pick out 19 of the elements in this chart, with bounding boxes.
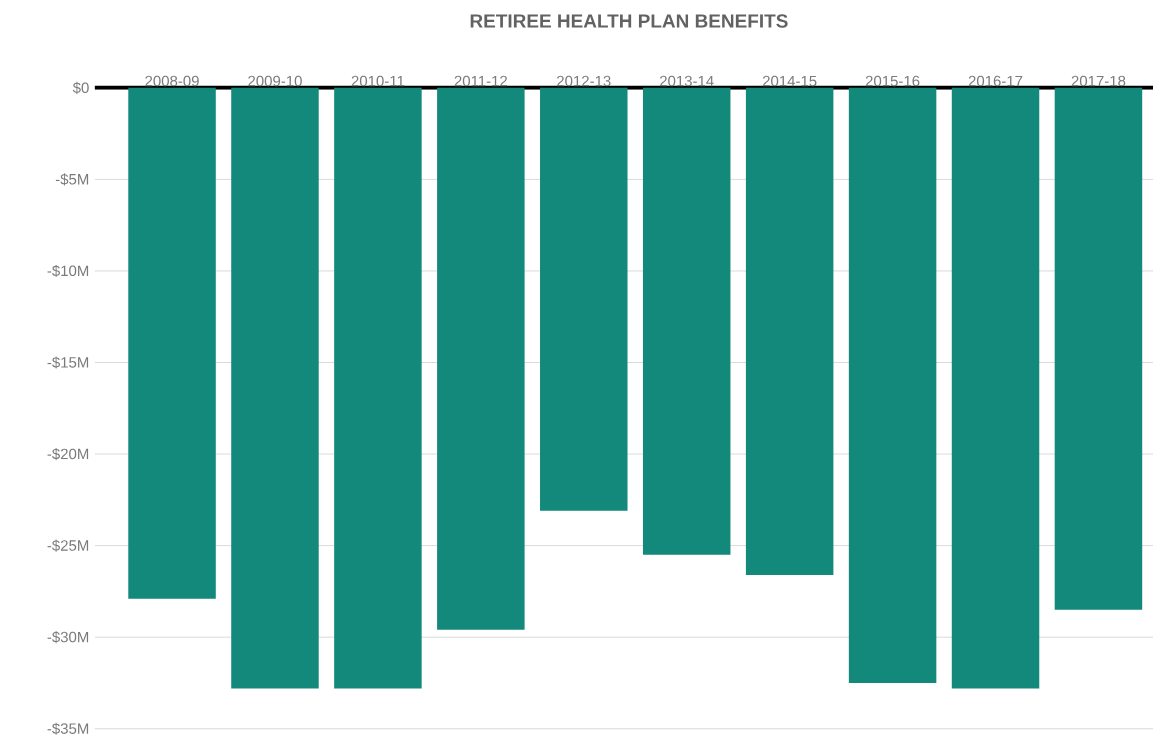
x-tick-label: 2011-12 — [454, 75, 508, 87]
x-tick-label: 2010-11 — [351, 75, 405, 87]
x-tick-label: 2012-13 — [557, 75, 611, 87]
x-tick-label: 2017-18 — [1071, 75, 1126, 87]
x-tick-label: 2013-14 — [659, 75, 714, 87]
y-tick-label: -$35M — [47, 722, 89, 735]
y-tick-label: -$20M — [47, 448, 89, 461]
y-tick-label: -$15M — [47, 356, 89, 369]
chart-title: RETIREE HEALTH PLAN BENEFITS — [470, 14, 788, 28]
x-tick-label: 2015-16 — [865, 75, 920, 87]
x-tick-label: 2009-10 — [248, 75, 302, 87]
y-tick-label: -$10M — [47, 265, 89, 278]
y-tick-label: -$30M — [47, 631, 89, 644]
y-tick-label: -$5M — [55, 173, 89, 186]
y-tick-label: $0 — [72, 81, 89, 95]
x-tick-label: 2014-15 — [762, 75, 817, 87]
x-tick-label: 2016-17 — [968, 75, 1023, 87]
y-tick-label: -$25M — [47, 539, 89, 552]
x-tick-label: 2008-09 — [145, 75, 199, 87]
